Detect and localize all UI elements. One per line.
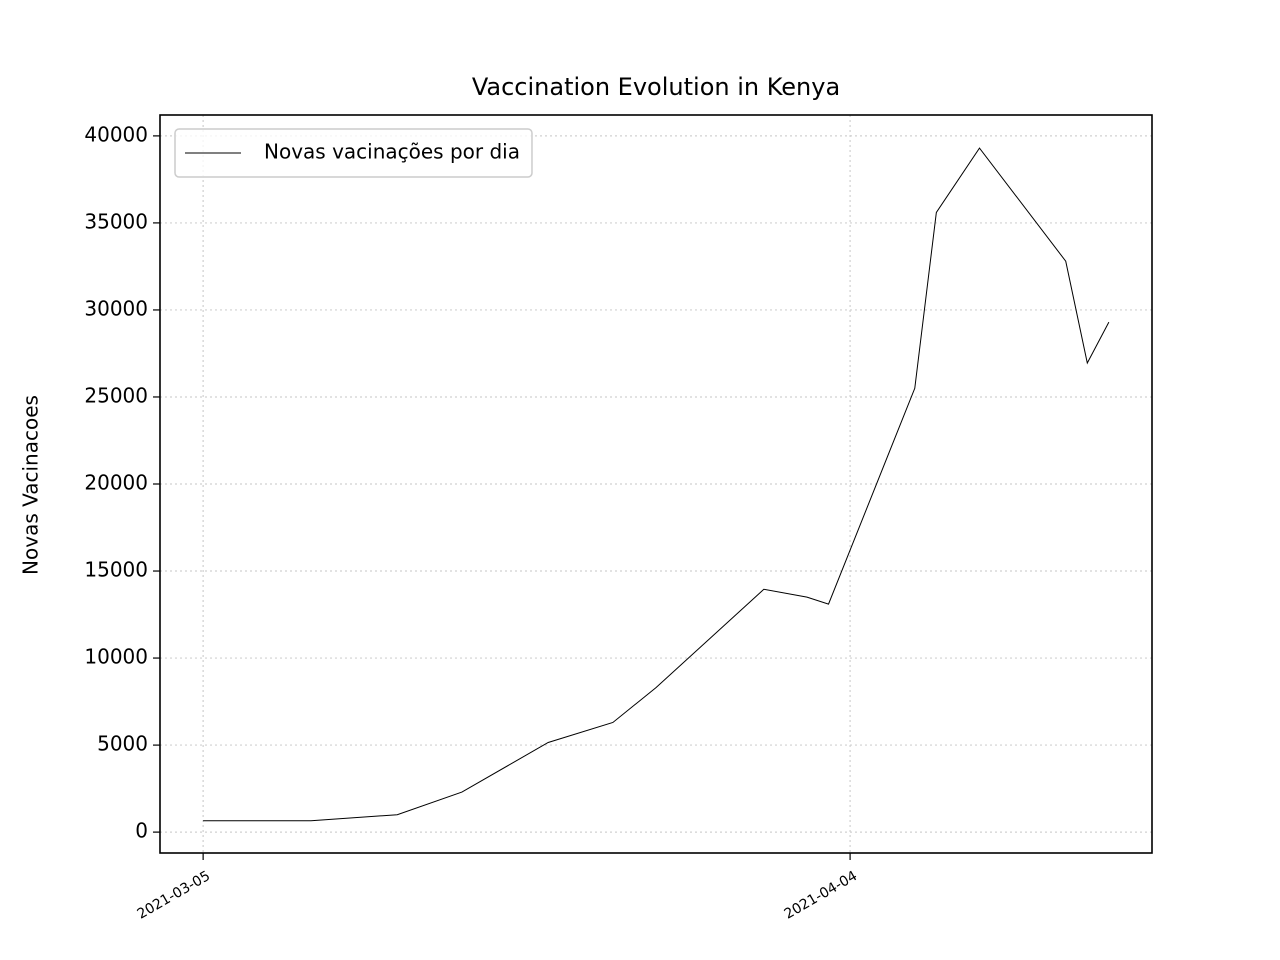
y-tick-label: 25000 [84,383,148,407]
x-tick-label: 2021-03-05 [135,868,213,923]
y-axis-label: Novas Vacinacoes [19,395,43,575]
x-tick-label: 2021-04-04 [782,868,861,923]
y-tick-label: 30000 [84,296,148,320]
y-tick-label: 15000 [84,558,148,582]
y-tick-label: 0 [135,819,148,843]
y-tick-label: 20000 [84,471,148,495]
y-tick-label: 35000 [84,209,148,233]
y-tick-label: 5000 [97,732,148,756]
plot-frame [159,114,1153,854]
legend: Novas vacinações por dia [174,128,533,178]
chart-title: Vaccination Evolution in Kenya [472,73,840,101]
x-axis-label: Data [632,958,680,960]
y-tick-label: 10000 [84,645,148,669]
legend-box [174,128,533,178]
legend-label: Novas vacinações por dia [264,140,520,164]
data-line [203,147,1110,822]
y-tick-label: 40000 [84,122,148,146]
